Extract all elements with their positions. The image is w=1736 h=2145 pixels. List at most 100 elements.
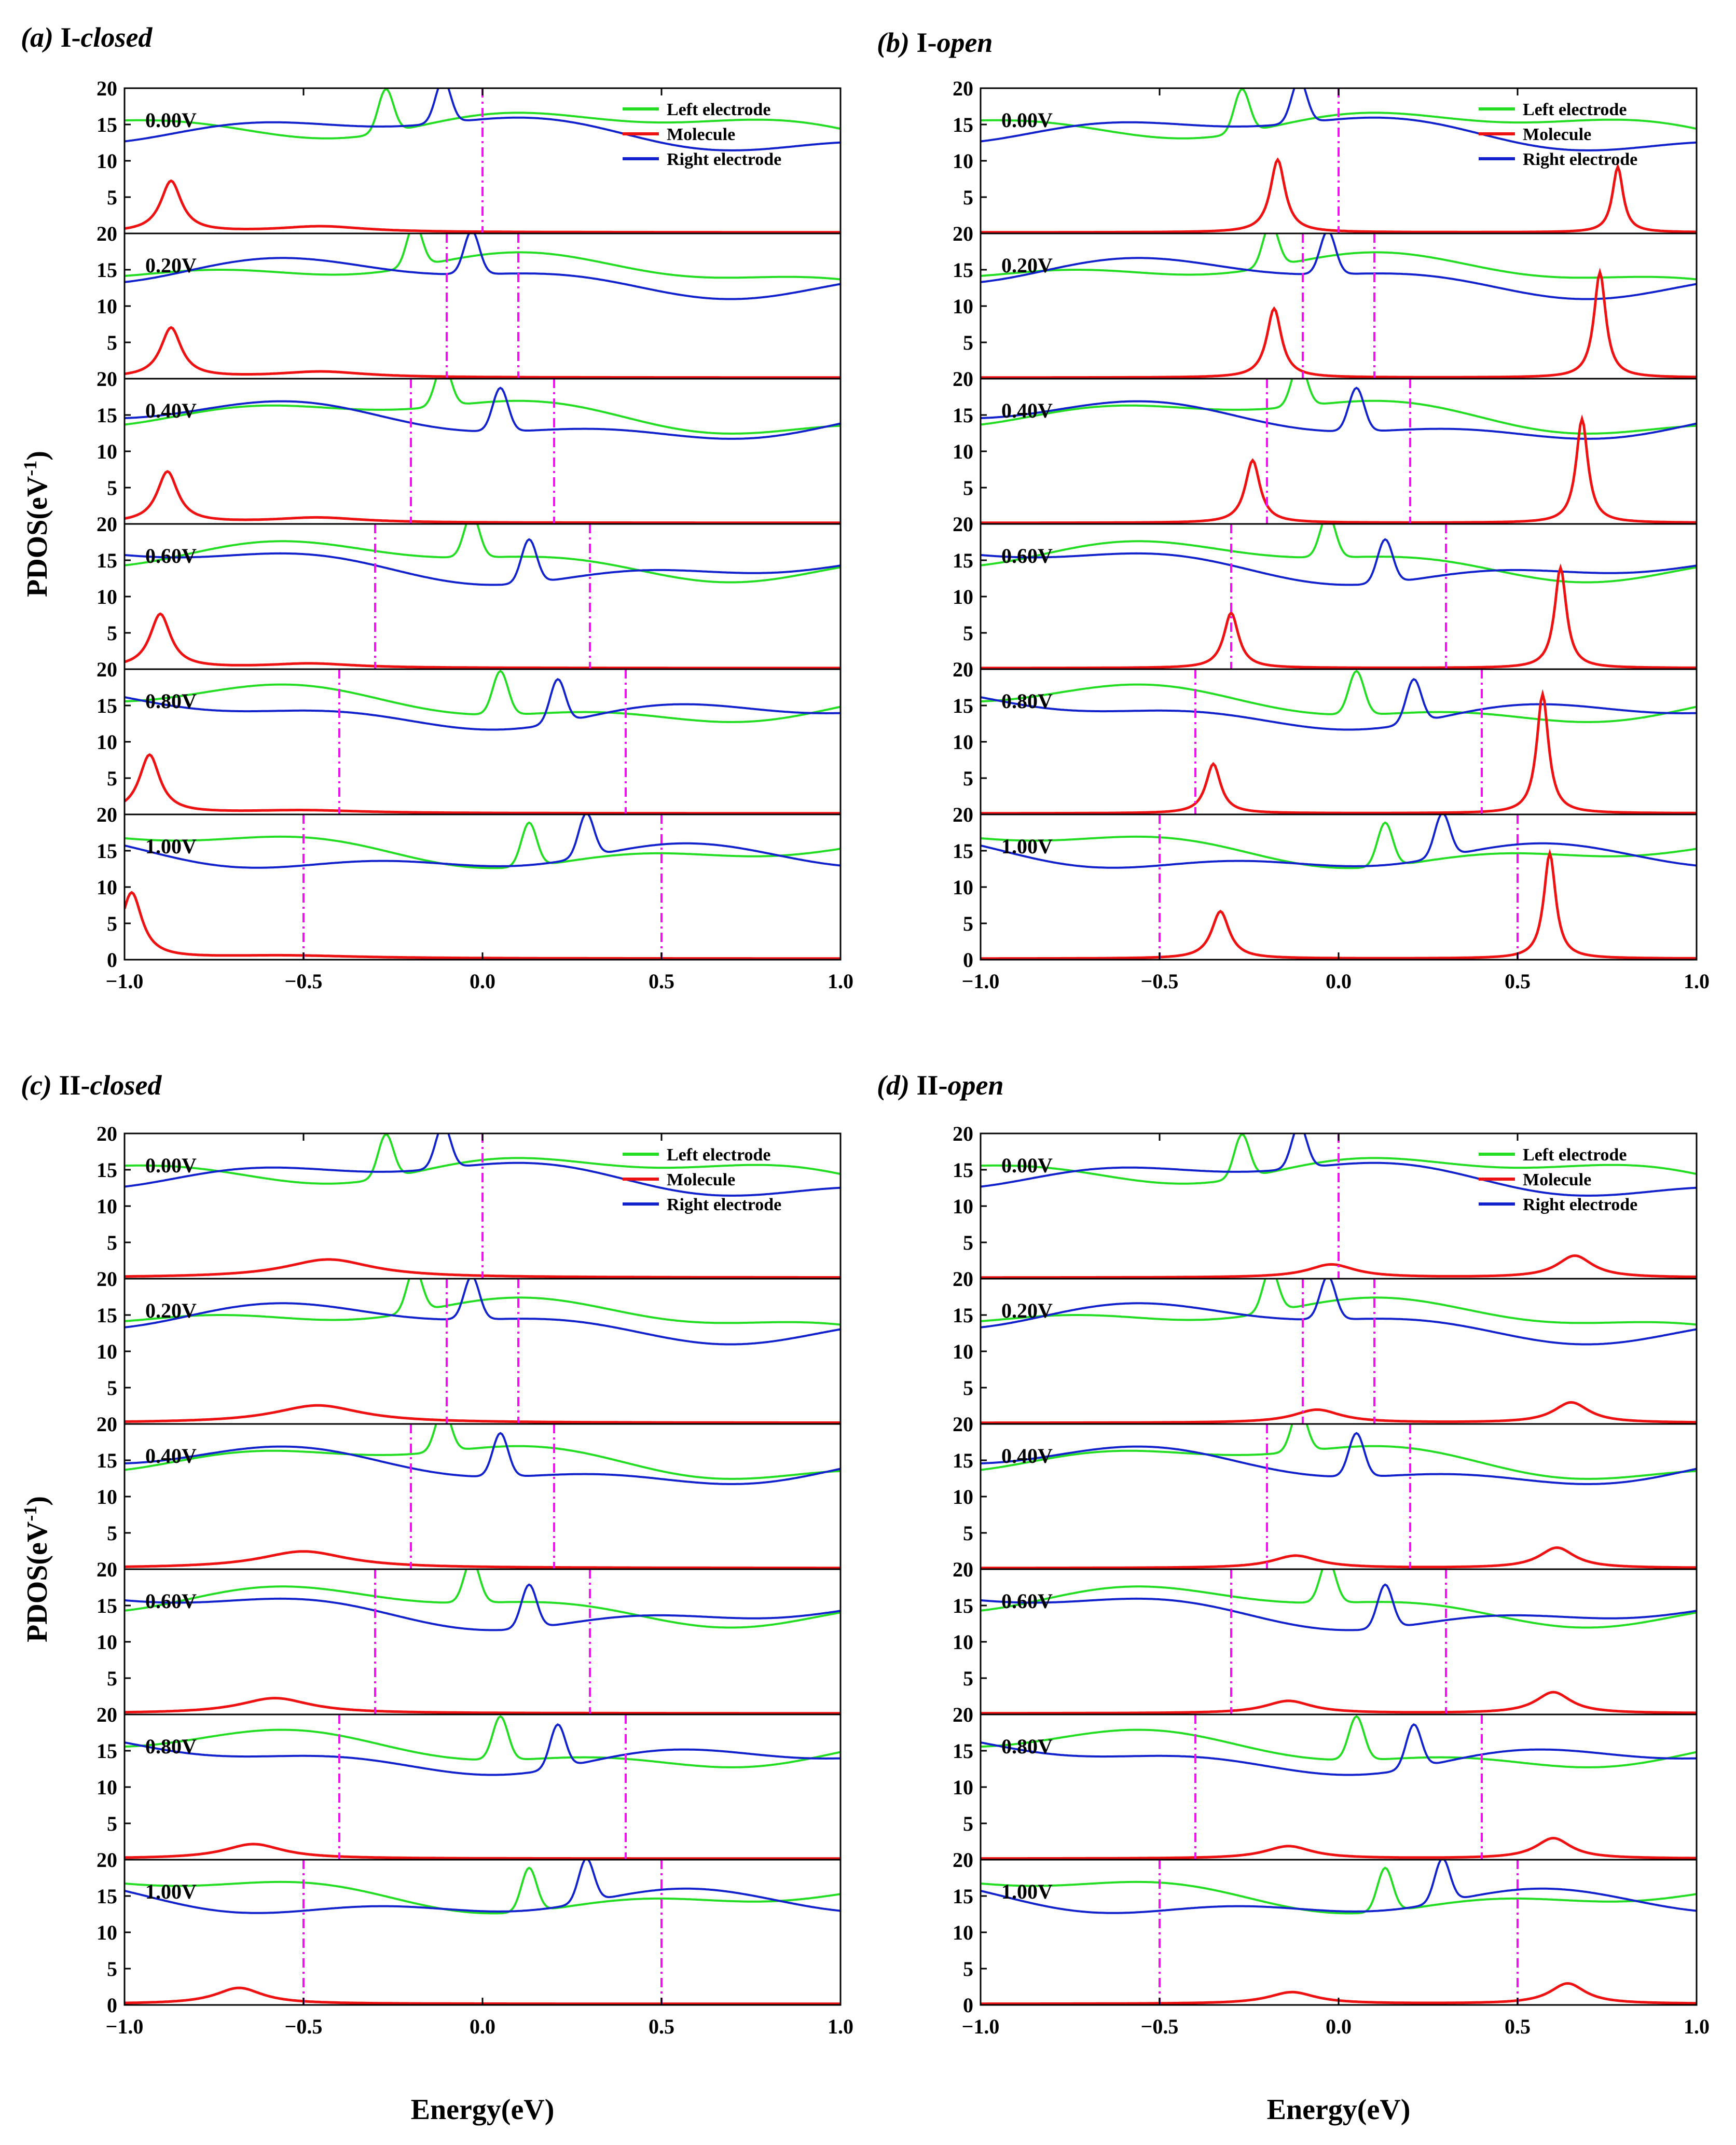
panel-name: I- [53,22,81,53]
y-tick-label: 20 [953,1413,973,1436]
subplot-curves [981,1569,1697,1714]
subplot-curves [125,379,841,524]
subplot-0.20V: 5 10 15 20 0.20V [97,222,842,380]
y-tick-label: 20 [97,1848,117,1872]
y-tick-label: 5 [107,1957,117,1981]
panel-state: open [947,1070,1003,1101]
y-tick-label: 5 [963,1376,973,1400]
x-tick-label: −1.0 [106,2015,144,2038]
y-tick-label: 5 [107,331,117,354]
right-electrode-line [981,1583,1697,1631]
y-tick-label: 15 [97,113,117,136]
subplot-0.80V: 5 10 15 20 0.80V [953,658,1698,815]
bias-label: 1.00V [145,1880,197,1903]
y-axis-title: PDOS(eV-1) [20,1496,53,1642]
left-electrode-line [125,524,841,584]
right-electrode-line [981,1133,1697,1197]
y-tick-label: 10 [953,730,973,754]
legend-label-left: Left electrode [1523,1145,1627,1165]
right-electrode-line [981,88,1697,151]
y-tick-label: 5 [963,767,973,790]
subplot-curves [125,1715,841,1860]
y-tick-label: 0 [107,948,117,972]
y-tick-label: 5 [963,186,973,209]
subplot-0.40V: 5 10 15 20 0.40V [97,1413,842,1570]
subplot-curves [125,670,841,814]
subplot-0.80V: 5 10 15 20 0.80V [953,1703,1698,1861]
legend-label-right: Right electrode [667,1195,781,1214]
panel-c: (c) II-closed 5 10 15 20 0.00V Left electrode M… [20,1070,853,2038]
molecule-line [981,414,1697,524]
right-electrode-line [125,1279,841,1346]
y-tick-label: 20 [97,222,117,245]
x-axis-title-1: Energy(eV) [1267,2094,1411,2126]
panel-state: open [936,27,993,58]
panel-tag: (b) [877,27,910,58]
y-tick-label: 20 [953,658,973,681]
y-tick-label: 20 [97,77,117,100]
y-axis-title: PDOS(eV-1) [20,451,53,597]
x-tick-label: −0.5 [285,2015,323,2038]
panel-title: (d) II-open [877,1070,1003,1101]
legend-label-molecule: Molecule [667,125,735,144]
y-tick-label: 0 [107,1994,117,2017]
y-tick-label: 20 [97,1122,117,1145]
y-tick-label: 20 [953,803,973,826]
right-electrode-line [125,814,841,869]
y-tick-label: 5 [963,1812,973,1835]
y-tick-label: 5 [107,767,117,790]
molecule-line [981,563,1697,669]
y-tick-label: 10 [953,1921,973,1944]
molecule-line [125,1550,841,1569]
y-tick-label: 15 [953,258,973,282]
y-tick-label: 20 [97,1703,117,1726]
subplot-curves [125,233,841,379]
y-tick-label: 15 [97,404,117,427]
panel-name: II- [52,1070,90,1101]
y-tick-label: 20 [97,367,117,391]
y-axis-title-main: PDOS(eV [21,1521,53,1642]
bias-label: 0.20V [145,1299,197,1322]
y-tick-label: 20 [953,1122,973,1145]
y-tick-label: 5 [963,331,973,354]
x-tick-label: 1.0 [828,2015,853,2038]
y-tick-label: 20 [97,658,117,681]
x-tick-label: 0.5 [649,970,674,993]
x-tick-label: −1.0 [962,970,1000,993]
right-electrode-line [125,1432,841,1485]
right-electrode-line [981,233,1697,300]
x-tick-label: 1.0 [1684,970,1710,993]
left-electrode-line [125,1715,841,1768]
y-tick-label: 15 [97,839,117,863]
y-tick-label: 10 [953,149,973,173]
y-tick-label: 5 [107,1812,117,1835]
x-tick-label: 1.0 [1684,2015,1710,2038]
x-tick-label: −1.0 [962,2015,1000,2038]
y-tick-label: 15 [97,1304,117,1327]
x-tick-label: 0.0 [1326,2015,1352,2038]
y-tick-label: 15 [97,1158,117,1182]
molecule-line [125,612,841,669]
left-electrode-line [981,1866,1697,1915]
bias-label: 0.60V [1001,1589,1053,1613]
y-tick-label: 20 [97,803,117,826]
y-tick-label: 5 [107,1231,117,1254]
y-tick-label: 10 [97,876,117,899]
x-tick-label: −0.5 [1141,970,1179,993]
subplot-curves [981,524,1697,669]
y-tick-label: 20 [97,1558,117,1581]
right-electrode-line [125,1583,841,1631]
bias-label: 0.60V [145,544,197,568]
y-tick-label: 15 [953,549,973,572]
bias-label: 0.00V [1001,108,1053,132]
panel-title: (b) I-open [877,27,993,58]
left-electrode-line [125,1569,841,1629]
legend-label-molecule: Molecule [1523,1170,1591,1189]
y-tick-label: 5 [963,476,973,500]
y-tick-label: 15 [97,1885,117,1908]
molecule-line [125,326,841,379]
panel-name: II- [910,1070,948,1101]
legend-label-right: Right electrode [1523,150,1637,169]
y-axis-title-close: ) [21,1496,53,1506]
bias-label: 0.80V [145,1735,197,1758]
